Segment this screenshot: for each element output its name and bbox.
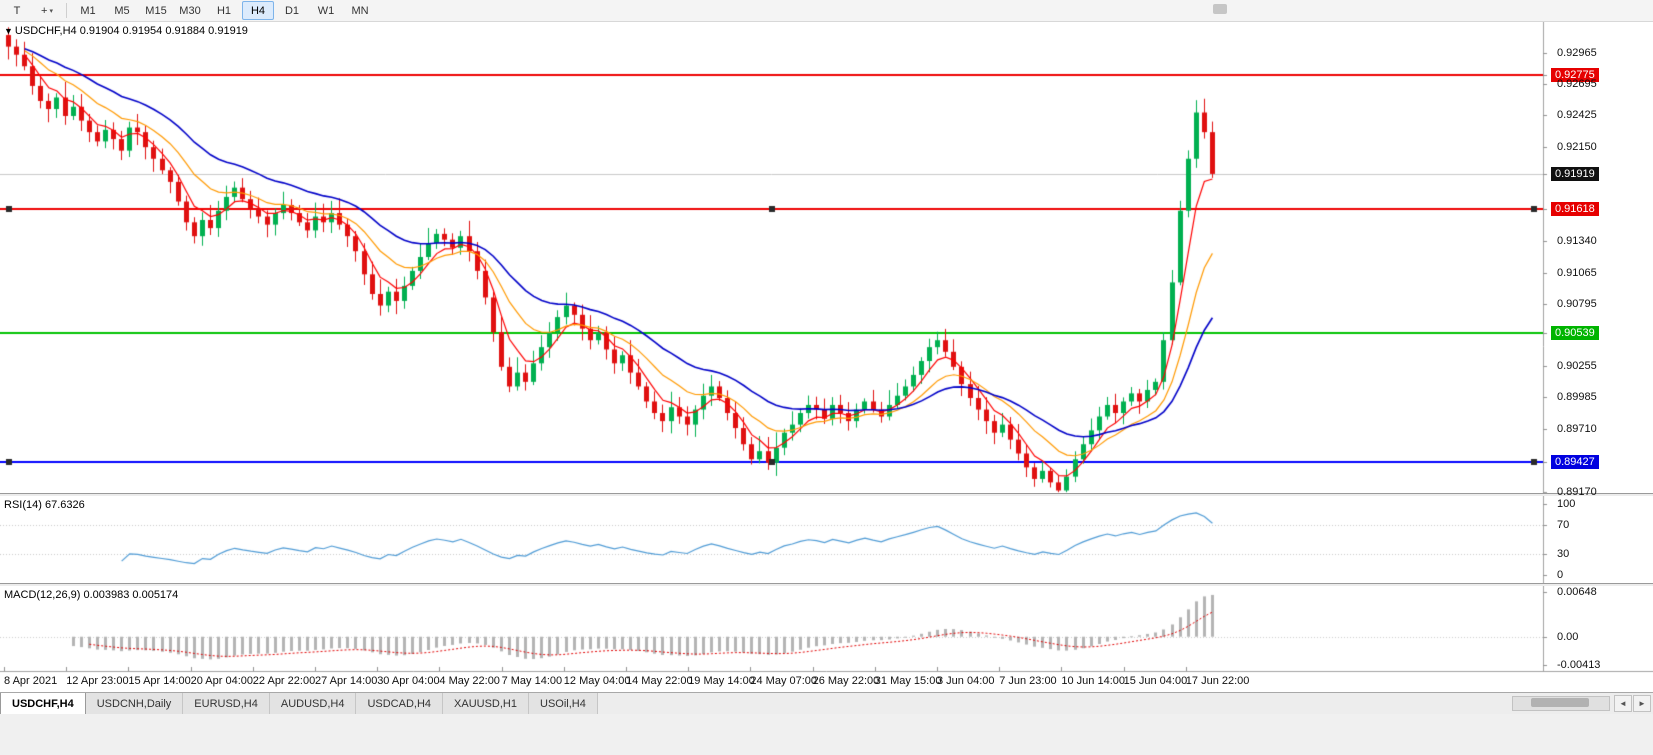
chart-ohlc-title: ▼ USDCHF,H4 0.91904 0.91954 0.91884 0.919… xyxy=(4,25,248,37)
arrow-right-icon: ► xyxy=(1638,699,1646,708)
macd-axis-label: -0.00413 xyxy=(1557,659,1601,672)
chart-tab-audusd[interactable]: AUDUSD,H4 xyxy=(269,693,357,714)
rsi-axis-label: 30 xyxy=(1557,547,1570,560)
tab-scroll-right-button[interactable]: ► xyxy=(1633,695,1651,712)
chart-template-button[interactable]: T xyxy=(3,1,31,21)
chart-title-text: USDCHF,H4 0.91904 0.91954 0.91884 0.9191… xyxy=(14,25,248,37)
timeframe-w1-button[interactable]: W1 xyxy=(317,4,335,17)
price-axis-label: 0.92425 xyxy=(1557,109,1597,122)
toolbar-separator xyxy=(66,3,67,18)
price-level-box: 0.92775 xyxy=(1551,67,1599,82)
timeframe-group: M1 M5 M15 M30 H1 H4 D1 W1 MN xyxy=(71,1,377,20)
arrow-left-icon: ◄ xyxy=(1619,699,1627,708)
price-axis-label: 0.92695 xyxy=(1557,78,1597,91)
timeframe-m1-button[interactable]: M1 xyxy=(80,4,96,17)
rsi-indicator-label: RSI(14) 67.6326 xyxy=(4,499,85,511)
price-axis: 0.92965 0.92775 0.92695 0.92425 0.92150 0.919… xyxy=(1544,22,1653,692)
toolbar-grip[interactable] xyxy=(1213,4,1227,14)
price-axis-label: 0.91340 xyxy=(1557,234,1597,247)
price-level-box: 0.89427 xyxy=(1551,454,1599,469)
rsi-panel-separator[interactable] xyxy=(0,493,1653,496)
chevron-down-icon: ▾ xyxy=(49,7,53,15)
timeframe-toolbar: T + ▾ M1 M5 M15 M30 H1 H4 D1 W1 MN xyxy=(0,0,1653,22)
template-icon: T xyxy=(13,4,21,17)
price-level-box: 0.91618 xyxy=(1551,201,1599,216)
chart-tab-bar: USDCHF,H4 USDCNH,Daily EURUSD,H4 AUDUSD,H4 U… xyxy=(0,692,1653,714)
timeframe-m30-button[interactable]: M30 xyxy=(179,4,201,17)
timeframe-m5-button[interactable]: M5 xyxy=(114,4,130,17)
rsi-axis-label: 100 xyxy=(1557,498,1576,511)
crosshair-icon: + xyxy=(41,4,48,17)
chart-tab-xauusd[interactable]: XAUUSD,H1 xyxy=(443,693,529,714)
macd-axis-label: 0.00648 xyxy=(1557,586,1597,599)
price-axis-label: 0.89985 xyxy=(1557,391,1597,404)
timeframe-mn-button[interactable]: MN xyxy=(351,4,369,17)
macd-axis-label: 0.00 xyxy=(1557,630,1579,643)
price-axis-label: 0.91065 xyxy=(1557,266,1597,279)
price-axis-label: 0.89170 xyxy=(1557,485,1597,498)
rsi-axis-label: 70 xyxy=(1557,519,1570,532)
tab-strip: USDCHF,H4 USDCNH,Daily EURUSD,H4 AUDUSD,H4 U… xyxy=(0,693,598,714)
crosshair-tool-button[interactable]: + ▾ xyxy=(33,1,61,21)
rsi-axis-label: 0 xyxy=(1557,568,1564,581)
chart-area: ▼ USDCHF,H4 0.91904 0.91954 0.91884 0.919… xyxy=(0,22,1653,692)
tab-scrollbar-thumb[interactable] xyxy=(1531,698,1589,707)
macd-panel-separator[interactable] xyxy=(0,583,1653,586)
chart-tab-usoil[interactable]: USOil,H4 xyxy=(529,693,598,714)
chart-tab-eurusd[interactable]: EURUSD,H4 xyxy=(183,693,270,714)
macd-indicator-label: MACD(12,26,9) 0.003983 0.005174 xyxy=(4,589,179,601)
price-level-box: 0.90539 xyxy=(1551,326,1599,341)
price-axis-label: 0.90255 xyxy=(1557,360,1597,373)
chart-shift-marker-icon: ▼ xyxy=(4,26,13,36)
price-axis-label: 0.89710 xyxy=(1557,423,1597,436)
tab-scrollbar-track[interactable] xyxy=(1512,696,1610,711)
chart-tab-usdcnh[interactable]: USDCNH,Daily xyxy=(85,693,184,714)
tab-scrollbar: ◄ ► xyxy=(1512,693,1653,714)
timeframe-h4-button[interactable]: H4 xyxy=(242,1,274,20)
statusbar-filler xyxy=(0,714,1653,755)
price-level-box: 0.91919 xyxy=(1551,166,1599,181)
price-axis-label: 0.92150 xyxy=(1557,141,1597,154)
timeframe-d1-button[interactable]: D1 xyxy=(284,4,300,17)
tab-scroll-left-button[interactable]: ◄ xyxy=(1614,695,1632,712)
chart-tab-usdchf[interactable]: USDCHF,H4 xyxy=(0,693,86,714)
chart-canvas[interactable] xyxy=(0,22,1653,692)
chart-tab-usdcad[interactable]: USDCAD,H4 xyxy=(356,693,444,714)
price-axis-label: 0.92965 xyxy=(1557,46,1597,59)
timeframe-m15-button[interactable]: M15 xyxy=(145,4,167,17)
timeframe-h1-button[interactable]: H1 xyxy=(216,4,232,17)
price-axis-label: 0.90795 xyxy=(1557,297,1597,310)
